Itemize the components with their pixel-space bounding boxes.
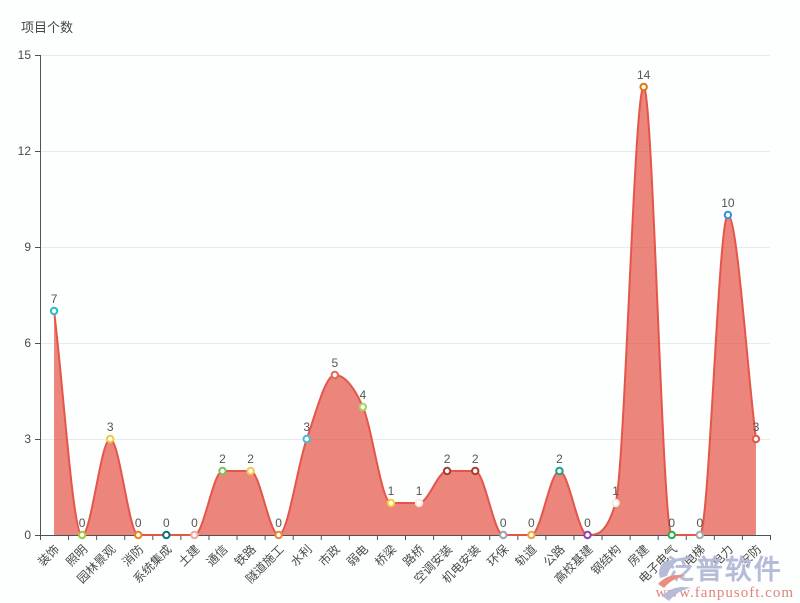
y-axis-label: 0 (24, 528, 31, 542)
data-point[interactable] (77, 530, 87, 540)
x-axis-label: 环保 (485, 542, 512, 569)
y-axis-label: 6 (24, 336, 31, 350)
data-point[interactable] (639, 82, 648, 92)
y-axis-label: 3 (24, 432, 31, 446)
y-axis-label: 15 (18, 48, 32, 62)
data-point[interactable] (583, 530, 592, 540)
value-label: 0 (163, 516, 170, 530)
x-axis-label: 装饰 (35, 542, 62, 569)
value-label: 3 (107, 420, 114, 434)
data-point[interactable] (442, 466, 452, 476)
value-label: 2 (556, 452, 563, 466)
x-axis-label: 土建 (176, 542, 203, 569)
value-label: 3 (753, 420, 760, 434)
value-label: 2 (472, 452, 479, 466)
value-label: 0 (584, 516, 591, 530)
x-axis-label: 电力 (709, 542, 736, 569)
data-point[interactable] (246, 466, 255, 476)
data-point[interactable] (134, 530, 143, 540)
data-point[interactable] (358, 402, 368, 412)
chart-title: 项目个数 (21, 20, 74, 35)
data-point[interactable] (49, 306, 59, 316)
data-point[interactable] (274, 530, 283, 540)
value-label: 0 (275, 516, 282, 530)
data-point[interactable] (723, 210, 733, 220)
data-point[interactable] (695, 530, 705, 540)
data-point[interactable] (555, 466, 564, 476)
value-label: 7 (51, 292, 58, 306)
x-axis-label: 轨道 (513, 542, 540, 569)
x-axis-label: 水利 (288, 542, 315, 569)
data-point[interactable] (386, 498, 396, 508)
value-label: 2 (444, 452, 451, 466)
data-point[interactable] (499, 530, 508, 540)
y-axis-label: 12 (18, 144, 32, 158)
value-label: 1 (416, 484, 423, 498)
x-axis-label: 弱电 (344, 542, 371, 569)
value-label: 4 (360, 388, 367, 402)
value-label: 1 (612, 484, 619, 498)
value-label: 0 (191, 516, 198, 530)
value-label: 2 (219, 452, 226, 466)
x-axis-label: 市政 (315, 542, 343, 570)
x-axis-label: 钢结构 (588, 542, 624, 578)
value-label: 0 (696, 516, 703, 530)
value-label: 10 (721, 196, 735, 210)
value-label: 0 (528, 516, 535, 530)
data-point[interactable] (162, 530, 171, 540)
x-axis-label: 通信 (204, 542, 231, 569)
value-label: 0 (500, 516, 507, 530)
x-axis-label: 桥梁 (371, 542, 399, 570)
data-point[interactable] (105, 434, 115, 444)
data-point[interactable] (190, 530, 199, 540)
data-point[interactable] (330, 370, 340, 380)
value-label: 3 (303, 420, 310, 434)
data-point[interactable] (470, 466, 480, 476)
x-axis-label: 电梯 (681, 542, 708, 569)
value-label: 0 (668, 516, 675, 530)
data-point[interactable] (302, 434, 311, 444)
value-label: 5 (331, 356, 338, 370)
value-label: 2 (247, 452, 254, 466)
data-point[interactable] (414, 498, 424, 508)
data-point[interactable] (611, 498, 620, 508)
data-point[interactable] (218, 466, 227, 476)
value-label: 0 (135, 516, 142, 530)
y-axis-label: 9 (24, 240, 31, 254)
data-point[interactable] (667, 530, 676, 540)
value-label: 0 (79, 516, 86, 530)
x-axis-label: 安防 (736, 542, 764, 570)
data-point[interactable] (527, 530, 536, 540)
data-point[interactable] (751, 434, 761, 444)
value-label: 1 (388, 484, 395, 498)
value-label: 14 (637, 68, 651, 82)
